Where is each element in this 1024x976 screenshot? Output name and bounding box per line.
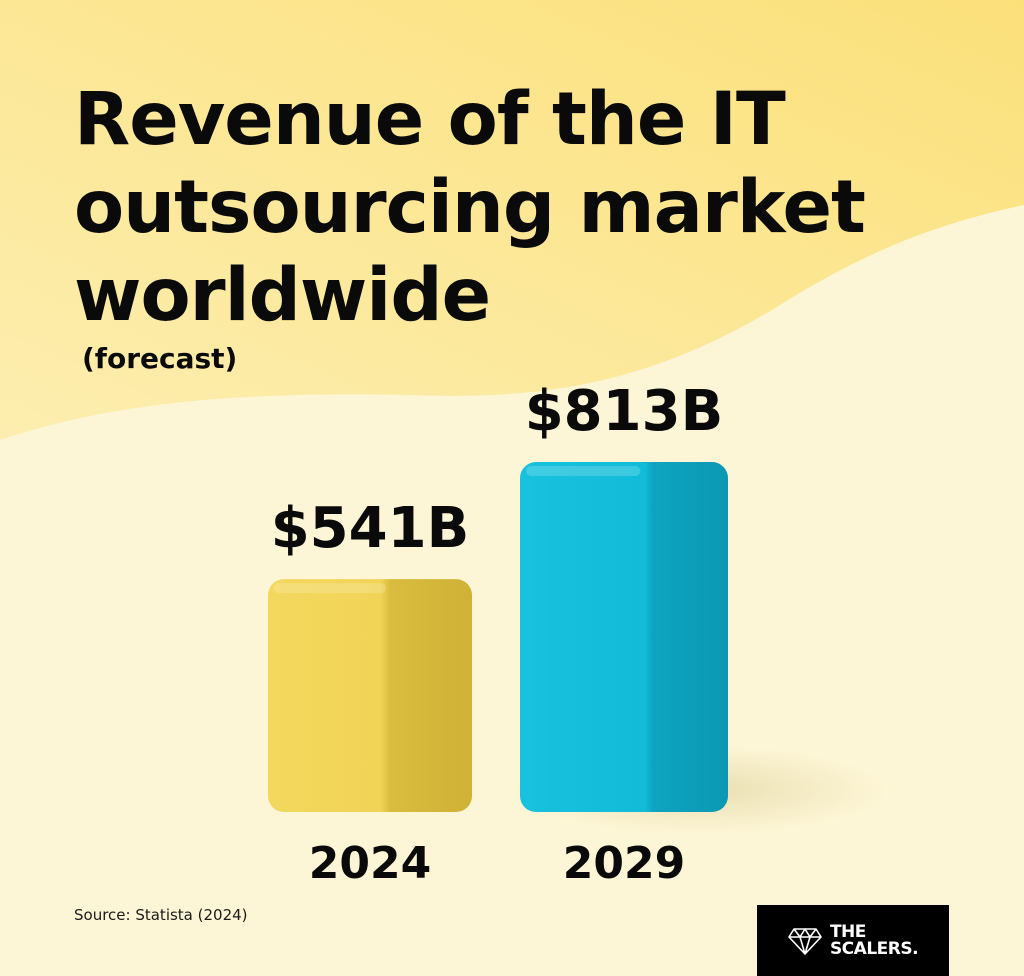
category-label-2029: 2029 xyxy=(563,838,685,889)
the-scalers-logo[interactable]: THE SCALERS. xyxy=(757,905,949,976)
page-subtitle: (forecast) xyxy=(82,342,238,375)
value-label-2024: $541B xyxy=(271,496,470,561)
category-label-2024: 2024 xyxy=(309,838,431,889)
bar-highlight-2029 xyxy=(526,466,641,477)
bar-2024 xyxy=(268,579,472,812)
logo-wordmark: THE SCALERS. xyxy=(829,921,919,959)
diamond-icon xyxy=(788,927,822,955)
value-label-2029: $813B xyxy=(525,379,724,444)
page-title: Revenue of the IT outsourcing market wor… xyxy=(74,77,866,338)
bar-highlight-2024 xyxy=(274,583,387,594)
bar-2029 xyxy=(520,462,728,812)
source-note: Source: Statista (2024) xyxy=(74,906,248,924)
